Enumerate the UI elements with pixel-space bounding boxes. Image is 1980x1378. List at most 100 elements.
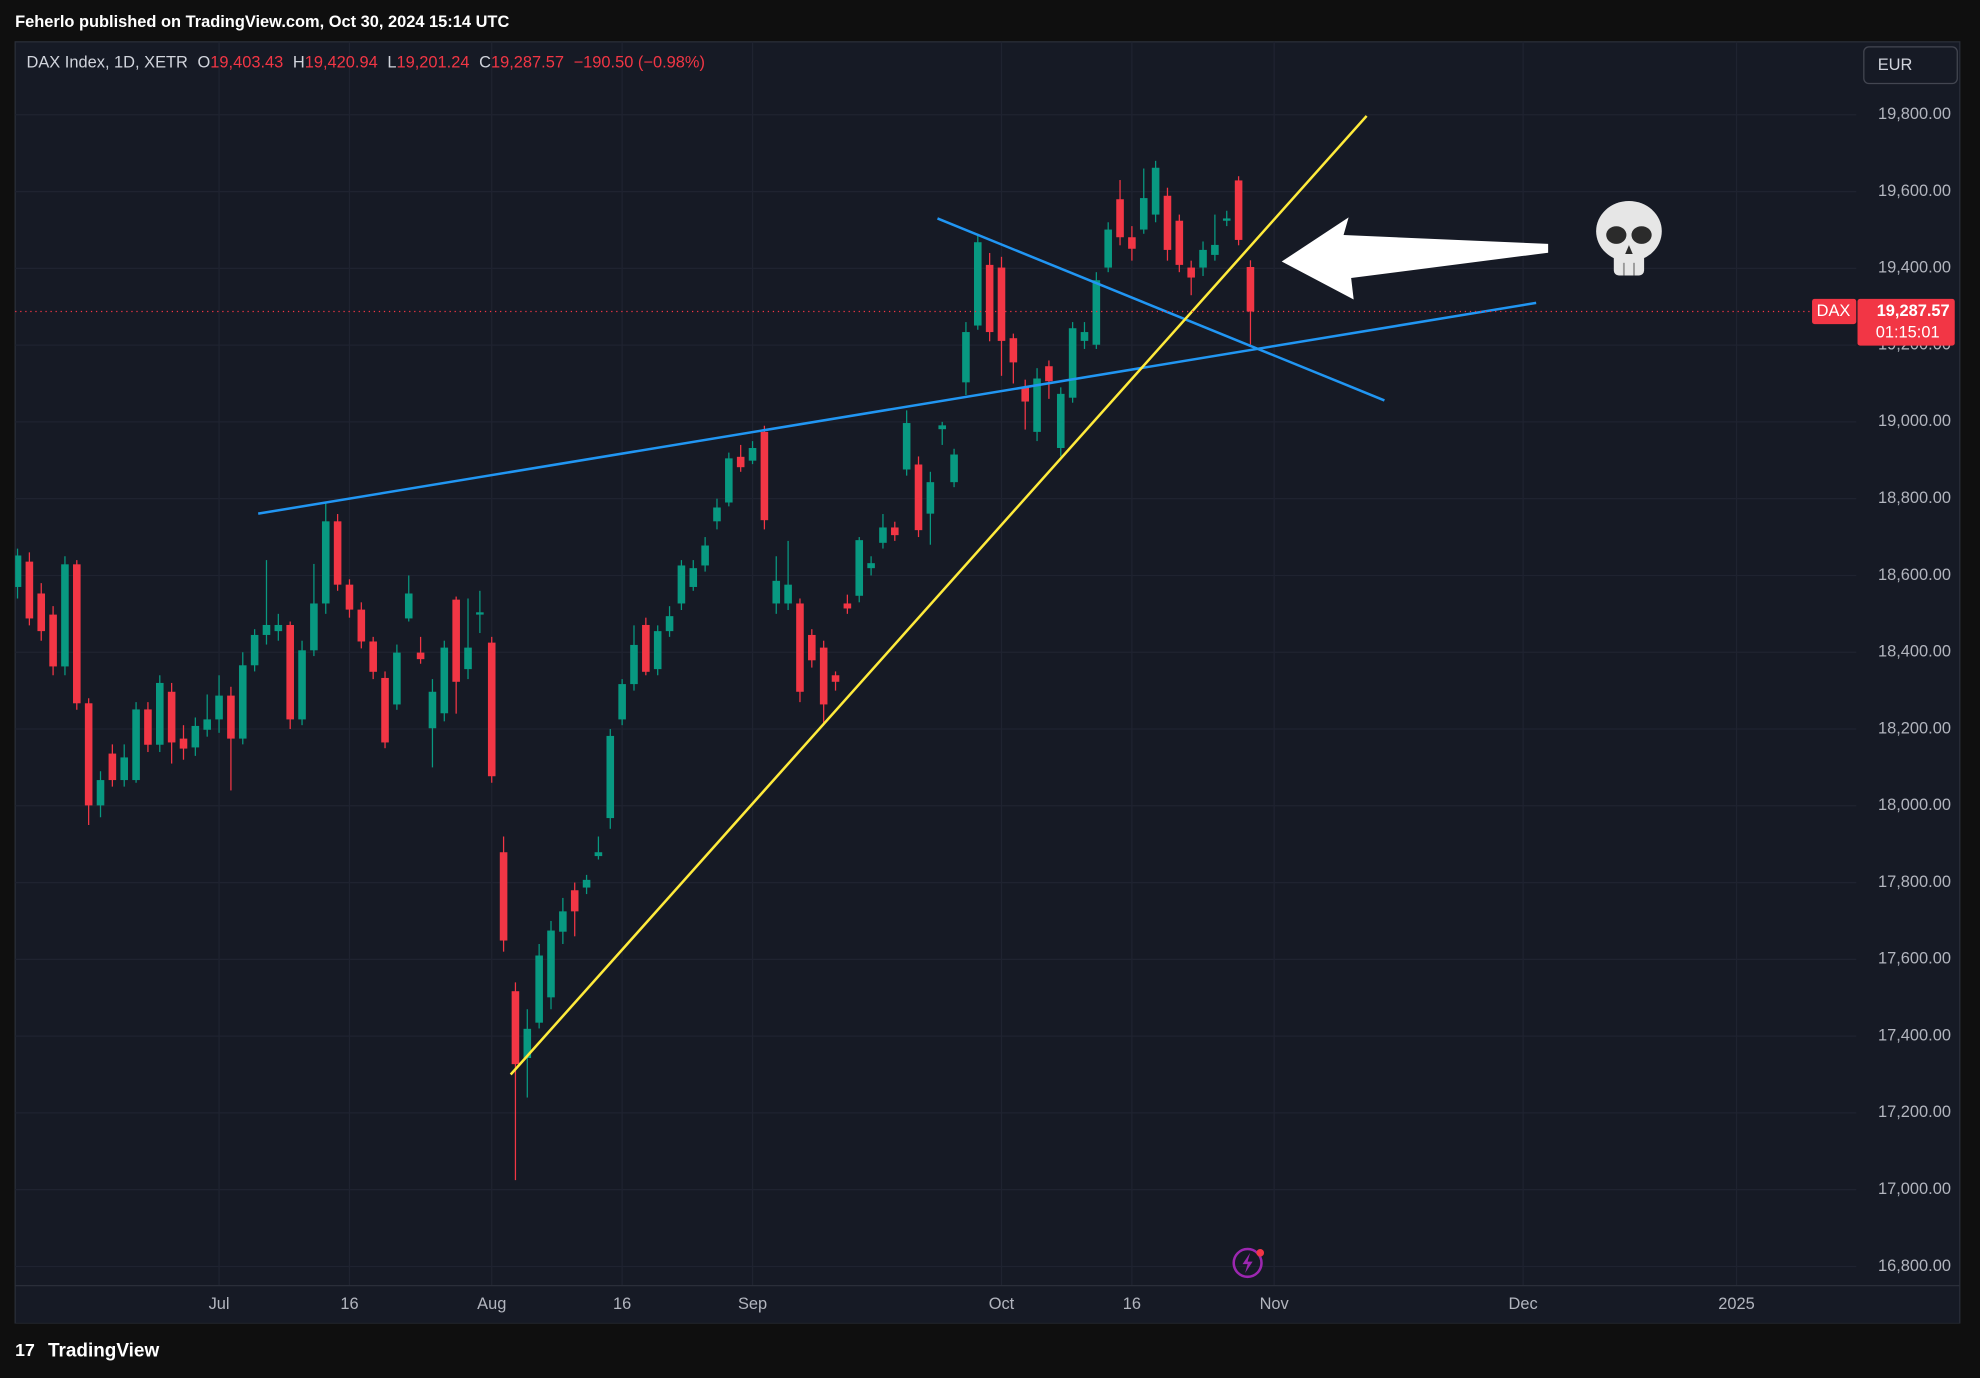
candle-body xyxy=(464,647,472,670)
x-tick-label: 16 xyxy=(340,1295,358,1313)
candle-body xyxy=(926,482,935,514)
footer-bar xyxy=(0,1323,1980,1378)
candle-body xyxy=(594,852,603,857)
ohlc-value: 19,420.94 xyxy=(305,54,378,72)
candle-body xyxy=(784,584,792,604)
y-tick-label: 19,800.00 xyxy=(1878,105,1951,123)
x-tick-label: Nov xyxy=(1260,1295,1290,1313)
candle-body xyxy=(950,454,958,483)
y-tick-label: 17,200.00 xyxy=(1878,1103,1951,1121)
candle-body xyxy=(831,675,840,682)
y-tick-label: 19,600.00 xyxy=(1878,182,1951,200)
currency[interactable]: EUR xyxy=(1878,56,1913,74)
candle-body xyxy=(772,580,781,604)
ohlc-value: 19,403.43 xyxy=(210,54,283,72)
candle-body xyxy=(179,738,188,749)
candle-body xyxy=(630,644,638,685)
candle-body xyxy=(1163,195,1172,250)
y-tick-label: 19,400.00 xyxy=(1878,259,1951,277)
candle-body xyxy=(499,852,508,941)
x-tick-label: Jul xyxy=(209,1295,230,1313)
candle-body xyxy=(689,568,698,587)
price-tag-symbol-box xyxy=(1812,298,1857,325)
arrow xyxy=(1281,217,1549,300)
candle-body xyxy=(203,719,211,730)
x-tick-label: Aug xyxy=(477,1295,506,1313)
chart-pane xyxy=(14,41,1961,1325)
y-tick-label: 19,000.00 xyxy=(1878,412,1951,430)
price-tag-value: 19,287.57 xyxy=(1877,302,1950,320)
candle-body xyxy=(428,691,437,729)
candle-body xyxy=(25,561,34,619)
candle-body xyxy=(618,684,626,720)
y-tick-label: 17,400.00 xyxy=(1878,1026,1951,1044)
candle-body xyxy=(879,527,887,543)
candle-body xyxy=(416,652,425,660)
candle-body xyxy=(1104,229,1112,268)
candle-body xyxy=(1021,387,1029,402)
candle-body xyxy=(108,753,117,781)
candle-body xyxy=(452,599,460,682)
brand: TradingView xyxy=(48,1340,159,1361)
ohlc-label: L xyxy=(387,54,396,72)
candle-body xyxy=(1222,218,1231,221)
candle-body xyxy=(1056,393,1065,448)
candle-body xyxy=(819,647,828,705)
x-tick-label: 16 xyxy=(1123,1295,1141,1313)
candle-body xyxy=(736,456,745,468)
candle-body xyxy=(369,641,377,672)
candle-body xyxy=(1211,244,1219,255)
candle-body xyxy=(310,603,318,651)
y-tick-label: 18,000.00 xyxy=(1878,796,1951,814)
candle-body xyxy=(440,647,449,714)
logo-mark: 17 xyxy=(15,1340,35,1360)
publisher-line: Feherlo published on TradingView.com, Oc… xyxy=(15,13,509,31)
candle-body xyxy=(547,930,555,998)
candle-body xyxy=(1068,328,1077,398)
candle-body xyxy=(144,709,152,745)
candle-body xyxy=(701,545,709,566)
change: −190.50 (−0.98%) xyxy=(574,54,705,72)
candle-body xyxy=(642,624,650,672)
currency-button[interactable] xyxy=(1863,46,1958,85)
candle-body xyxy=(796,603,804,692)
candle-body xyxy=(1175,220,1184,265)
candle-body xyxy=(713,507,721,522)
candle-body xyxy=(570,890,579,912)
candle-body xyxy=(298,650,306,720)
candle-body xyxy=(973,242,982,326)
candle-body xyxy=(1009,338,1018,363)
x-tick-label: Dec xyxy=(1509,1295,1538,1313)
candle-body xyxy=(985,264,994,333)
candle-body xyxy=(725,458,733,503)
candle-body xyxy=(677,565,686,604)
candle-body xyxy=(404,593,413,619)
candle-body xyxy=(1234,180,1243,240)
candle-body xyxy=(393,652,401,705)
candle-body xyxy=(1187,267,1195,278)
candle-body xyxy=(96,780,105,806)
candle-body xyxy=(262,624,271,635)
candle-body xyxy=(1139,198,1148,230)
candle-body xyxy=(1033,378,1041,432)
candle-body xyxy=(321,521,330,604)
candle-body xyxy=(1151,167,1160,215)
candle-body xyxy=(1199,249,1207,268)
candle-body xyxy=(37,593,46,632)
candle-body xyxy=(15,555,22,587)
price-tag-symbol: DAX xyxy=(1817,302,1851,320)
ohlc-value: 19,287.57 xyxy=(491,54,564,72)
candle-body xyxy=(511,991,520,1065)
candle-body xyxy=(238,665,247,739)
candle-body xyxy=(132,709,140,781)
candle-body xyxy=(855,540,864,596)
y-tick-label: 18,600.00 xyxy=(1878,566,1951,584)
ohlc-label: C xyxy=(479,54,491,72)
price-tag-countdown: 01:15:01 xyxy=(1876,323,1940,341)
candle-body xyxy=(1080,332,1089,341)
candle-body xyxy=(333,521,342,585)
candles xyxy=(15,160,1255,1181)
y-tick-label: 18,200.00 xyxy=(1878,719,1951,737)
candle-body xyxy=(215,695,223,720)
